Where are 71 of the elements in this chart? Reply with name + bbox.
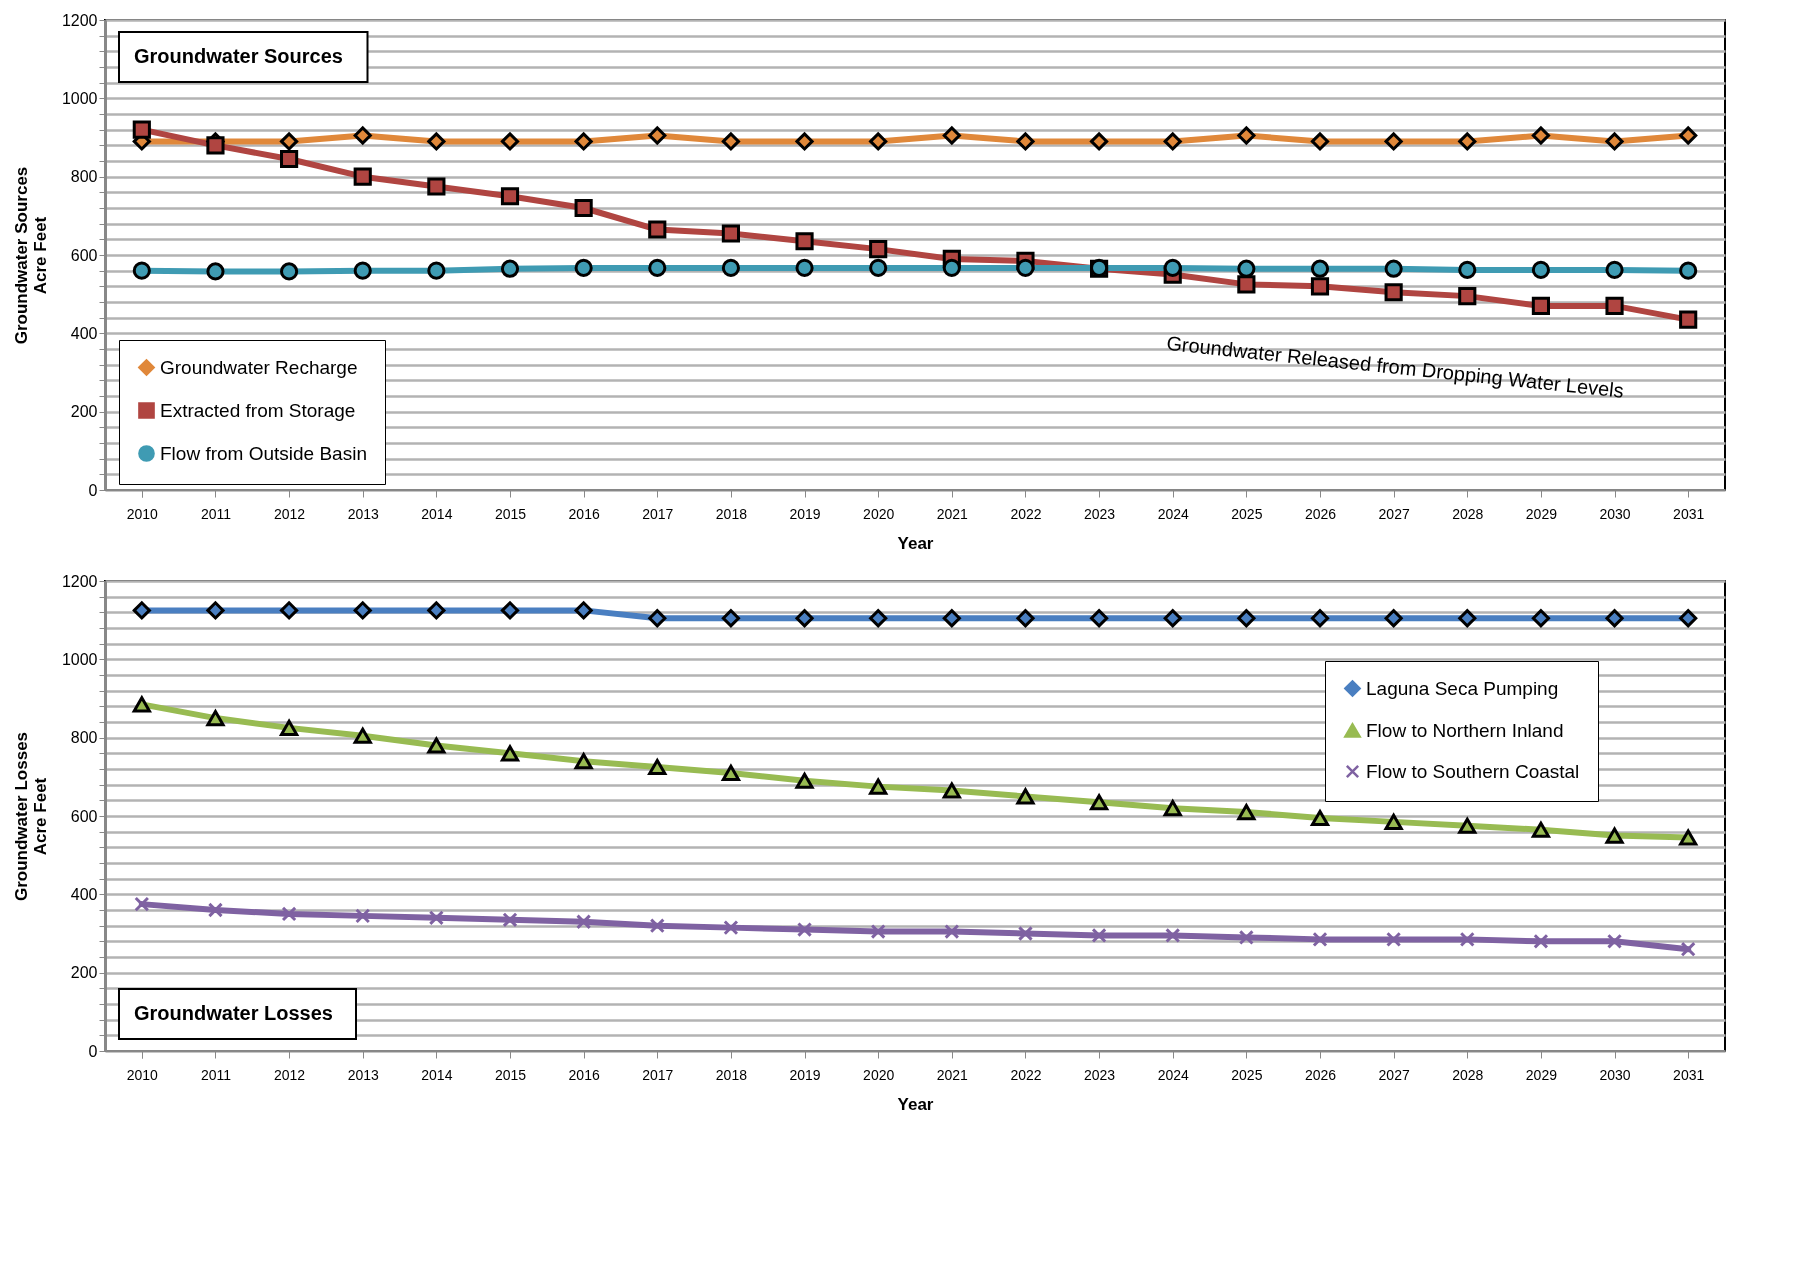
x-tick-label: 2030 [1599,1066,1631,1083]
x-tick-label: 2029 [1525,1066,1558,1083]
y-tick-label: 800 [70,168,98,186]
y-tick-label: 1200 [61,572,98,590]
x-tick-label: 2024 [1157,1066,1190,1083]
y-tick-label: 1000 [61,650,98,668]
x-tick-label: 2016 [568,1066,600,1083]
x-tick-label: 2021 [936,505,969,522]
x-tick-label: 2026 [1304,505,1337,522]
x-tick-label: 2028 [1452,505,1484,522]
legend-label: Flow to Southern Coastal [1366,760,1580,782]
x-tick-label: 2013 [347,505,380,522]
y-axis-title: Groundwater Sources Acre Feet [11,166,50,345]
x-tick-label: 2014 [421,1066,453,1083]
x-tick-label: 2012 [274,1066,306,1083]
x-tick-label: 2018 [715,1066,748,1083]
annotation: Groundwater Released from Dropping Water Levels [1165,331,1625,402]
x-tick-label: 2018 [715,505,748,522]
x-tick-label: 2025 [1231,505,1263,522]
x-tick-label: 2015 [494,505,527,522]
y-tick-label: 0 [88,1042,98,1060]
x-tick-label: 2012 [274,505,306,522]
x-axis-title: Year [897,533,934,553]
text: Groundwater Losses [134,1002,333,1024]
y-tick-label: 1200 [61,11,98,29]
x-tick-label: 2019 [789,1066,821,1083]
y-tick-label: 800 [70,729,98,747]
x-tick-label: 2020 [863,505,895,522]
x-tick-label: 2030 [1599,505,1631,522]
x-tick-label: 2010 [126,505,159,522]
x-axis-title: Year [897,1094,934,1114]
legend-label: Flow from Outside Basin [160,442,367,464]
x-tick-label: 2013 [347,1066,380,1083]
y-tick-label: 0 [88,481,98,499]
x-tick-label: 2027 [1378,505,1410,522]
x-tick-label: 2011 [200,505,232,522]
legend-label: Groundwater Recharge [160,356,358,378]
x-tick-label: 2022 [1010,505,1042,522]
y-tick-label: 400 [70,885,98,903]
x-tick-label: 2024 [1157,505,1190,522]
x-tick-label: 2020 [863,1066,895,1083]
x-tick-label: 2015 [494,1066,527,1083]
x-tick-label: 2011 [200,1066,232,1083]
x-tick-label: 2031 [1673,1066,1705,1083]
x-tick-label: 2017 [642,1066,674,1083]
x-tick-label: 2016 [568,505,600,522]
x-tick-label: 2026 [1304,1066,1337,1083]
y-axis-title: Groundwater Losses Acre Feet [11,731,50,902]
legend-label: Flow to Northern Inland [1366,719,1564,741]
text: Groundwater Sources [134,45,343,67]
x-tick-label: 2023 [1084,1066,1116,1083]
y-tick-label: 600 [70,807,98,825]
y-tick-label: 200 [70,403,98,421]
x-tick-label: 2023 [1084,505,1116,522]
y-tick-label: 200 [70,964,98,982]
legend-label: Laguna Seca Pumping [1366,677,1559,699]
legend-label: Extracted from Storage [160,399,356,421]
x-tick-label: 2017 [642,505,674,522]
x-tick-label: 2027 [1378,1066,1410,1083]
y-tick-label: 1000 [61,89,98,107]
x-tick-label: 2021 [936,1066,969,1083]
y-tick-label: 400 [70,324,98,342]
y-tick-label: 600 [70,246,98,264]
x-tick-label: 2022 [1010,1066,1042,1083]
x-tick-label: 2029 [1525,505,1558,522]
x-tick-label: 2019 [789,505,821,522]
x-tick-label: 2028 [1452,1066,1484,1083]
x-tick-label: 2025 [1231,1066,1263,1083]
x-tick-label: 2010 [126,1066,159,1083]
x-tick-label: 2031 [1673,505,1705,522]
x-tick-label: 2014 [421,505,453,522]
